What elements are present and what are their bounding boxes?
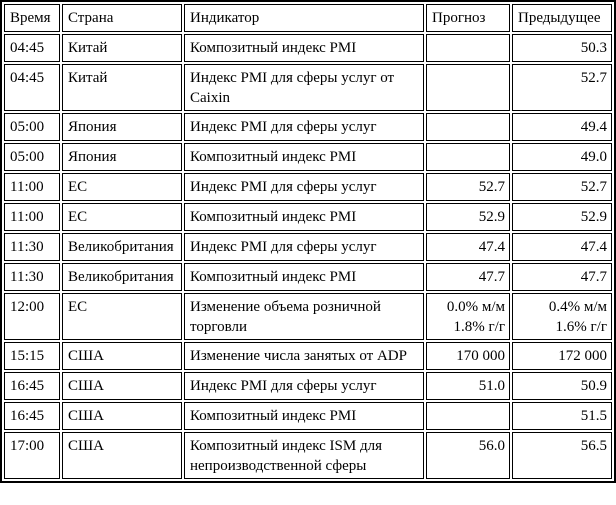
table-row: 04:45 Китай Индекс PMI для сферы услуг от … xyxy=(4,64,612,111)
cell-indicator: Изменение числа занятых от ADP xyxy=(184,342,424,370)
cell-time: 05:00 xyxy=(4,143,60,171)
cell-country: США xyxy=(62,432,182,479)
table-row: 16:45 США Индекс PMI для сферы услуг 51.0 50… xyxy=(4,372,612,400)
cell-country: Япония xyxy=(62,113,182,141)
cell-previous: 0.4% м/м 1.6% г/г xyxy=(512,293,612,340)
cell-indicator: Композитный индекс PMI xyxy=(184,402,424,430)
cell-previous: 52.9 xyxy=(512,203,612,231)
cell-previous: 47.7 xyxy=(512,263,612,291)
cell-indicator: Композитный индекс PMI xyxy=(184,34,424,62)
column-header-indicator: Индикатор xyxy=(184,4,424,32)
cell-time: 15:15 xyxy=(4,342,60,370)
table-row: 12:00 ЕС Изменение объема розничной торгов… xyxy=(4,293,612,340)
table-row: 11:00 ЕС Композитный индекс PMI 52.9 52.9 xyxy=(4,203,612,231)
cell-previous: 50.9 xyxy=(512,372,612,400)
cell-forecast: 170 000 xyxy=(426,342,510,370)
table-row: 11:00 ЕС Индекс PMI для сферы услуг 52.7 52.… xyxy=(4,173,612,201)
cell-time: 11:00 xyxy=(4,173,60,201)
cell-indicator: Композитный индекс PMI xyxy=(184,143,424,171)
table-row: 05:00 Япония Композитный индекс PMI 49.0 xyxy=(4,143,612,171)
cell-time: 11:30 xyxy=(4,263,60,291)
table-row: 04:45 Китай Композитный индекс PMI 50.3 xyxy=(4,34,612,62)
cell-forecast: 47.7 xyxy=(426,263,510,291)
cell-time: 04:45 xyxy=(4,64,60,111)
cell-country: Япония xyxy=(62,143,182,171)
cell-previous: 47.4 xyxy=(512,233,612,261)
cell-indicator: Композитный индекс PMI xyxy=(184,263,424,291)
table-body: 04:45 Китай Композитный индекс PMI 50.3 04:4… xyxy=(4,34,612,479)
cell-forecast xyxy=(426,402,510,430)
cell-previous: 49.0 xyxy=(512,143,612,171)
cell-forecast: 52.7 xyxy=(426,173,510,201)
table-row: 15:15 США Изменение числа занятых от ADP 17… xyxy=(4,342,612,370)
cell-country: Великобритания xyxy=(62,263,182,291)
cell-forecast: 0.0% м/м 1.8% г/г xyxy=(426,293,510,340)
header-row: Время Страна Индикатор Прогноз Предыдуще… xyxy=(4,4,612,32)
cell-forecast xyxy=(426,34,510,62)
table-row: 11:30 Великобритания Индекс PMI для сферы … xyxy=(4,233,612,261)
cell-forecast xyxy=(426,113,510,141)
cell-indicator: Индекс PMI для сферы услуг xyxy=(184,233,424,261)
cell-indicator: Композитный индекс PMI xyxy=(184,203,424,231)
cell-previous: 56.5 xyxy=(512,432,612,479)
cell-indicator: Индекс PMI для сферы услуг xyxy=(184,173,424,201)
cell-time: 04:45 xyxy=(4,34,60,62)
cell-time: 11:30 xyxy=(4,233,60,261)
cell-previous: 49.4 xyxy=(512,113,612,141)
cell-time: 16:45 xyxy=(4,402,60,430)
cell-country: США xyxy=(62,402,182,430)
cell-forecast: 56.0 xyxy=(426,432,510,479)
cell-time: 12:00 xyxy=(4,293,60,340)
cell-country: США xyxy=(62,342,182,370)
cell-previous: 51.5 xyxy=(512,402,612,430)
cell-time: 11:00 xyxy=(4,203,60,231)
cell-country: США xyxy=(62,372,182,400)
cell-previous: 52.7 xyxy=(512,173,612,201)
cell-indicator: Индекс PMI для сферы услуг от Caixin xyxy=(184,64,424,111)
cell-previous: 52.7 xyxy=(512,64,612,111)
table-row: 16:45 США Композитный индекс PMI 51.5 xyxy=(4,402,612,430)
column-header-time: Время xyxy=(4,4,60,32)
cell-previous: 50.3 xyxy=(512,34,612,62)
table-row: 11:30 Великобритания Композитный индекс PM… xyxy=(4,263,612,291)
table-row: 17:00 США Композитный индекс ISM для непро… xyxy=(4,432,612,479)
cell-country: Великобритания xyxy=(62,233,182,261)
cell-country: Китай xyxy=(62,34,182,62)
cell-country: ЕС xyxy=(62,173,182,201)
cell-country: Китай xyxy=(62,64,182,111)
cell-indicator: Индекс PMI для сферы услуг xyxy=(184,113,424,141)
cell-time: 16:45 xyxy=(4,372,60,400)
cell-forecast: 51.0 xyxy=(426,372,510,400)
cell-forecast xyxy=(426,143,510,171)
cell-time: 17:00 xyxy=(4,432,60,479)
cell-previous: 172 000 xyxy=(512,342,612,370)
table-row: 05:00 Япония Индекс PMI для сферы услуг 49.… xyxy=(4,113,612,141)
cell-country: ЕС xyxy=(62,203,182,231)
cell-country: ЕС xyxy=(62,293,182,340)
cell-indicator: Индекс PMI для сферы услуг xyxy=(184,372,424,400)
column-header-country: Страна xyxy=(62,4,182,32)
cell-forecast xyxy=(426,64,510,111)
column-header-previous: Предыдущее xyxy=(512,4,612,32)
economic-calendar-table: Время Страна Индикатор Прогноз Предыдуще… xyxy=(0,0,616,483)
cell-indicator: Изменение объема розничной торговли xyxy=(184,293,424,340)
cell-forecast: 52.9 xyxy=(426,203,510,231)
cell-indicator: Композитный индекс ISM для непроизводств… xyxy=(184,432,424,479)
cell-forecast: 47.4 xyxy=(426,233,510,261)
cell-time: 05:00 xyxy=(4,113,60,141)
column-header-forecast: Прогноз xyxy=(426,4,510,32)
